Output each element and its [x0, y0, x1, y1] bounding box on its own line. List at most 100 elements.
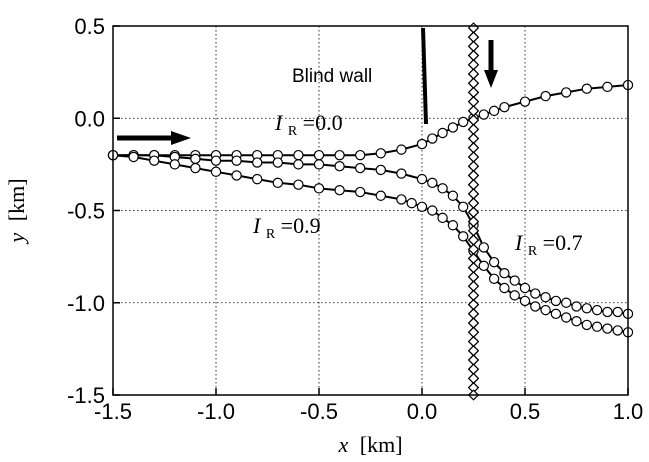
data-point: [313, 159, 325, 170]
wall-diamond-marker: [467, 271, 480, 283]
wall-diamond-marker: [467, 132, 480, 145]
data-point: [458, 116, 469, 128]
data-point: [293, 159, 304, 170]
data-point: [488, 273, 500, 284]
data-point: [478, 260, 489, 272]
data-point: [581, 83, 593, 94]
data-point: [519, 295, 531, 307]
series-label-ir-0-7: I R =0.7: [514, 230, 583, 260]
data-point: [355, 149, 366, 161]
y-axis-unit: [km]: [4, 178, 29, 221]
data-point: [499, 268, 510, 279]
data-point: [612, 325, 623, 336]
series-2: [107, 149, 634, 320]
y-tick-label: -0.5: [67, 199, 105, 224]
wall-diamond-marker: [467, 345, 480, 357]
series-1: [107, 79, 634, 161]
data-point: [231, 170, 242, 181]
y-axis-label: y [km]: [4, 178, 29, 244]
wall-diamond-marker: [467, 280, 480, 292]
label-sub: R: [528, 244, 538, 259]
wall-diamond-marker: [467, 68, 480, 80]
data-point: [334, 161, 345, 172]
data-point: [210, 155, 222, 166]
label-var: I: [274, 110, 284, 135]
data-point: [252, 173, 263, 185]
wall-diamond-marker: [467, 354, 480, 366]
data-point: [313, 183, 325, 194]
wall-diamond-marker: [467, 197, 480, 209]
data-point: [509, 275, 520, 286]
data-point: [509, 290, 520, 301]
wall-diamond-marker: [467, 234, 480, 246]
data-point: [416, 201, 428, 213]
wall-diamond-marker: [467, 142, 480, 154]
data-point: [416, 173, 428, 185]
data-point: [540, 304, 551, 316]
data-point: [519, 96, 531, 107]
wall-diamond-marker: [467, 86, 480, 99]
data-point: [550, 295, 562, 307]
data-point: [293, 179, 304, 190]
wall-diamond-marker: [467, 49, 480, 62]
series-label-ir-0-9: I R =0.9: [252, 213, 321, 243]
data-point: [447, 220, 459, 231]
blind-wall-pointer: [421, 27, 428, 125]
wall-diamond-marker: [467, 31, 480, 43]
wall-diamond-marker: [467, 206, 480, 218]
wall-diamond-marker: [467, 77, 480, 89]
data-point: [334, 149, 345, 161]
x-axis-label: x [km]: [337, 432, 402, 457]
data-point: [190, 162, 201, 174]
data-point: [581, 319, 593, 331]
data-point: [602, 306, 613, 318]
data-point: [416, 138, 428, 150]
data-point: [252, 157, 263, 168]
wall-diamond-marker: [467, 289, 480, 302]
data-point: [530, 301, 541, 312]
data-point: [128, 151, 139, 163]
wall-diamond-marker: [467, 335, 480, 348]
blind-wall-label: Blind wall: [292, 66, 372, 87]
wall-diamond-marker: [467, 151, 480, 163]
data-point: [530, 288, 541, 299]
data-point: [581, 303, 593, 314]
grid-lines: [113, 26, 628, 395]
wall-diamond-marker: [467, 40, 480, 52]
y-axis-ticks: -1.5 -1.0 -0.5 0.0 0.5: [67, 14, 120, 408]
wall-diamond-marker: [467, 179, 480, 191]
wall-diamond-marker: [467, 95, 480, 108]
data-point: [148, 155, 160, 166]
data-point: [488, 105, 500, 117]
data-point: [602, 81, 613, 93]
data-point: [447, 190, 459, 201]
wall-diamond-marker: [467, 105, 480, 117]
data-point: [427, 177, 438, 189]
wall-diamond-marker: [467, 160, 480, 172]
label-var: I: [252, 213, 262, 238]
annotation-marks: [117, 27, 498, 145]
label-sub: R: [288, 124, 298, 139]
x-axis-ticks: -1.5 -1.0 -0.5 0.0 0.5 1.0: [94, 388, 643, 424]
data-point: [437, 183, 448, 194]
x-tick-label: 0.5: [510, 399, 541, 424]
series-3: [107, 149, 634, 338]
data-point: [406, 197, 417, 209]
data-point: [272, 177, 283, 189]
data-point: [437, 127, 448, 139]
data-point: [519, 282, 531, 294]
series-layer: [107, 79, 634, 338]
wall-diamond-marker: [467, 22, 480, 34]
data-point: [169, 159, 180, 170]
data-point: [231, 155, 242, 166]
wall-diamond-marker: [467, 59, 480, 71]
data-point: [478, 109, 489, 120]
y-tick-label: 0.5: [74, 14, 105, 39]
data-point: [561, 312, 572, 323]
label-value: =0.9: [281, 213, 321, 238]
data-point: [612, 306, 623, 318]
wall-diamond-marker: [467, 188, 480, 200]
data-point: [602, 323, 613, 334]
x-tick-label: 0.0: [407, 399, 438, 424]
